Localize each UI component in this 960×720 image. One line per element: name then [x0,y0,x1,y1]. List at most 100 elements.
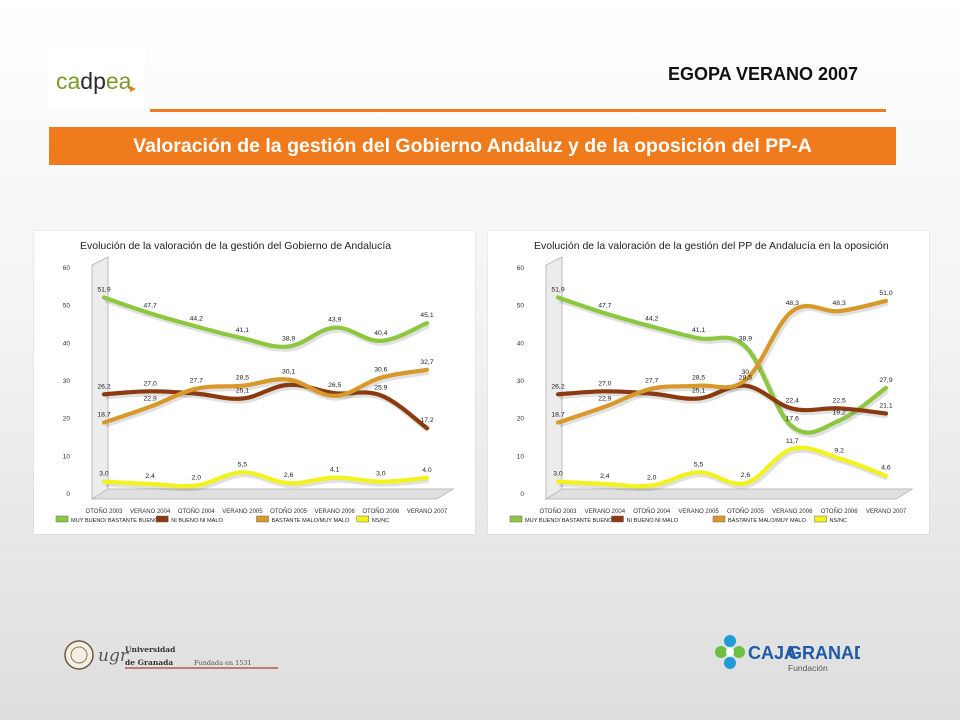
chart1-floor [544,488,914,500]
chart0-legend-swatch [356,515,369,523]
chart0-legend-label: NS/NC [372,518,389,524]
chart0-y-tick: 0 [66,491,70,498]
chart0-legend-swatch [156,515,169,523]
chart1-data-label: 4,6 [881,465,891,472]
chart1-data-label: 51,0 [879,290,892,297]
chart0-data-label: 5,5 [238,461,248,468]
chart0-data-label: 51,9 [97,287,110,294]
chart1-data-label: 2,0 [647,474,657,481]
chart0-data-label: 25,1 [236,387,249,394]
chart0-data-label: 30,1 [282,369,295,376]
chart0-data-label: 47,7 [144,302,157,309]
chart0-data-label: 18,7 [97,412,110,419]
ugr-seal-icon [64,640,94,670]
cajagranada-name-1: CAJA [748,643,797,663]
chart1-data-label: 19,2 [833,410,846,417]
chart1-legend-label: BASTANTE MALO/MUY MALO [728,518,806,524]
chart1-legend-swatch [712,515,726,523]
chart1-data-label: 27,7 [645,378,658,385]
chart0-series-line [101,367,430,425]
ugr-name-line2: de Granada [125,658,173,667]
chart1-data-label: 9,2 [834,447,844,454]
chart0-y-tick: 10 [63,453,71,460]
chart1-y-tick: 0 [520,491,524,498]
chart-gobierno: Evolución de la valoración de la gestión… [34,231,475,534]
chart-pp-oposicion-svg: Evolución de la valoración de la gestión… [509,240,914,524]
chart0-data-label: 38,9 [282,335,295,342]
chart0-x-tick: OTOÑO 2003 [86,508,124,515]
chart1-data-label: 41,1 [692,327,705,334]
chart0-data-label: 2,6 [284,472,294,479]
ugr-name-line1: Universidad [125,645,176,654]
chart0-data-label: 40,4 [374,330,387,337]
chart1-x-tick: VERANO 2004 [585,509,626,515]
chart1-data-label: 18,7 [551,412,564,419]
chart0-data-label: 2,0 [192,474,202,481]
chart1-data-label: 2,4 [600,473,610,480]
chart1-data-label: 28,5 [739,375,752,382]
chart1-data-label: 44,2 [645,316,658,323]
chart1-data-label: 22,5 [833,397,846,404]
chart0-data-label: 27,7 [190,378,203,385]
chart0-data-label: 28,5 [236,375,249,382]
chart0-x-tick: OTOÑO 2004 [178,508,216,515]
chart1-y-tick: 10 [517,453,525,460]
chart1-data-label: 25,1 [692,387,705,394]
chart0-x-tick: VERANO 2005 [222,509,263,515]
chart0-data-label: 43,9 [328,317,341,324]
chart0-legend-label: NI BUENO NI MALO [171,518,223,524]
chart0-y-tick: 20 [63,416,71,423]
chart0-data-label: 3,0 [99,471,109,478]
chart1-data-label: 27,0 [598,380,611,387]
chart1-x-tick: VERANO 2006 [772,509,813,515]
chart1-series-line [555,383,889,416]
chart1-title: Evolución de la valoración de la gestión… [534,240,889,252]
chart0-legend-swatch [55,515,69,523]
section-banner: Valoración de la gestión del Gobierno An… [49,127,896,165]
chart0-series-line [101,470,430,489]
page-title: EGOPA VERANO 2007 [668,64,859,84]
chart0-data-label: 3,0 [376,471,386,478]
chart0-title: Evolución de la valoración de la gestión… [80,240,391,252]
chart0-y-tick: 50 [63,303,71,310]
chart1-data-label: 3,0 [553,471,563,478]
chart0-data-label: 26,2 [97,383,110,390]
chart1-x-tick: OTOÑO 2003 [540,508,578,515]
chart1-data-label: 51,9 [551,287,564,294]
chart1-data-label: 47,7 [598,302,611,309]
chart1-data-label: 21,1 [879,403,892,410]
chart1-legend-swatch [611,515,624,523]
chart0-data-label: 22,9 [144,396,157,403]
chart0-y-tick: 30 [63,378,71,385]
chart1-legend-label: MUY BUENO/ BASTANTE BUENO [525,518,613,524]
chart0-y-tick: 40 [63,340,71,347]
chart1-data-label: 17,6 [786,416,799,423]
chart1-x-tick: OTOÑO 2006 [821,508,859,515]
chart0-x-tick: OTOÑO 2005 [270,508,308,515]
chart1-series-line [555,298,889,425]
chart1-y-tick: 30 [517,378,525,385]
ugr-mark: ugr [98,646,129,666]
chart0-data-label: 32,7 [420,359,433,366]
chart0-series-shadow [104,368,430,428]
chart0-data-label: 4,1 [330,467,340,474]
chart1-x-tick: VERANO 2005 [678,509,719,515]
chart0-x-tick: VERANO 2004 [130,509,171,515]
cajagranada-sub: Fundación [788,663,828,673]
header-divider [150,109,886,112]
cajagranada-name-2: GRANADA [788,643,860,663]
chart1-legend-swatch [814,515,827,523]
chart0-series-line [101,295,430,349]
chart1-series-line [555,295,889,435]
chart1-x-tick: OTOÑO 2004 [633,508,671,515]
ugr-logo: ugr Universidad de Granada Fundada en 15… [62,638,280,672]
logo-arrow-icon [130,86,136,92]
chart1-x-tick: VERANO 2007 [866,509,907,515]
ugr-founded: Fundada en 1531 [194,659,252,667]
chart0-legend-label: BASTANTE MALO/MUY MALO [272,518,350,524]
chart0-floor [90,488,455,500]
chart1-series-line [555,445,889,489]
chart1-data-label: 11,7 [786,438,799,445]
chart1-data-label: 22,4 [786,398,799,405]
chart0-data-label: 45,1 [420,312,433,319]
